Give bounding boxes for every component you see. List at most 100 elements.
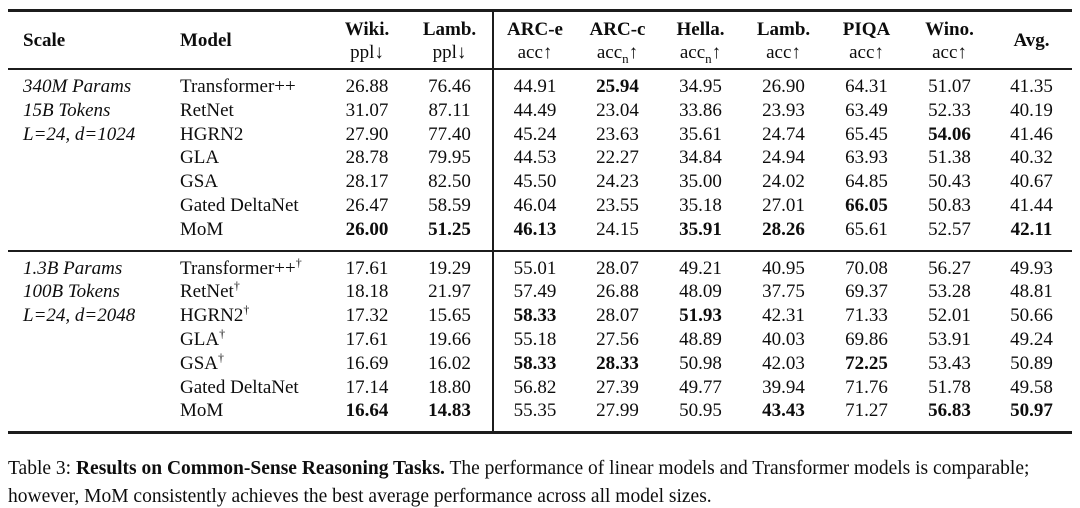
value-cell: 24.94 bbox=[762, 147, 805, 169]
value-cell: 40.32 bbox=[1010, 147, 1053, 169]
value-cell: 49.21 bbox=[679, 257, 722, 279]
value-cell: 50.89 bbox=[1010, 352, 1053, 374]
metric-subscript: n bbox=[622, 50, 629, 66]
value-cell: 16.64 bbox=[345, 400, 389, 422]
value-cell: 23.93 bbox=[762, 99, 805, 121]
column-header-lambada-ppl: Lamb. ppl↓ bbox=[407, 11, 493, 70]
dagger-mark: † bbox=[233, 279, 240, 294]
value-cell: 42.03 bbox=[762, 352, 805, 374]
value-cell: 51.93 bbox=[679, 305, 722, 327]
value-cell: 65.61 bbox=[845, 218, 888, 240]
value-cell: 23.63 bbox=[596, 123, 639, 145]
value-cell: 69.37 bbox=[845, 281, 888, 303]
value-cell: 17.61 bbox=[345, 328, 389, 350]
scale-block: 340M Params 15B Tokens L=24, d=1024 Transfo… bbox=[8, 69, 1072, 251]
value-cell: 28.17 bbox=[345, 171, 389, 193]
model-name: RetNet bbox=[180, 99, 234, 121]
value-cell: 52.01 bbox=[928, 305, 971, 327]
model-name: HGRN2† bbox=[180, 302, 250, 327]
model-name: Transformer++ bbox=[180, 76, 296, 97]
scale-line: L=24, d=2048 bbox=[23, 305, 136, 327]
value-cell: 71.33 bbox=[845, 305, 888, 327]
value-cell: 50.95 bbox=[679, 400, 722, 422]
table-row: HGRN2 27.90 77.40 45.24 23.63 35.61 24.74 65.45… bbox=[8, 122, 1072, 147]
value-cell: 45.24 bbox=[492, 122, 576, 147]
metric-arrow: ↑ bbox=[874, 42, 884, 63]
column-header-arc-c: ARC-c accn↑ bbox=[576, 11, 659, 70]
results-table: Scale Model Wiki. ppl↓ Lamb. ppl↓ ARC-e … bbox=[8, 9, 1072, 435]
value-cell: 48.81 bbox=[1010, 281, 1053, 303]
metric-arrow: ↑ bbox=[791, 42, 801, 63]
value-cell: 49.77 bbox=[679, 376, 722, 398]
value-cell: 18.18 bbox=[345, 281, 389, 303]
value-cell: 70.08 bbox=[845, 257, 888, 279]
table-row: GSA 28.17 82.50 45.50 24.23 35.00 24.02 64.85 50… bbox=[8, 170, 1072, 194]
value-cell: 55.35 bbox=[492, 399, 576, 433]
value-cell: 56.83 bbox=[928, 400, 971, 422]
metric-label: acc bbox=[849, 42, 875, 63]
value-cell: 37.75 bbox=[762, 281, 805, 303]
value-cell: 35.91 bbox=[679, 218, 722, 240]
table-row: MoM 16.64 14.83 55.35 27.99 50.95 43.43 71.27 56… bbox=[8, 399, 1072, 433]
table-row: MoM 26.00 51.25 46.13 24.15 35.91 28.26 65.61 52… bbox=[8, 217, 1072, 251]
table-row: HGRN2† 17.32 15.65 58.33 28.07 51.93 42.31 71.3… bbox=[8, 304, 1072, 328]
value-cell: 56.27 bbox=[928, 257, 971, 279]
metric-arrow: ↑ bbox=[957, 42, 967, 63]
value-cell: 69.86 bbox=[845, 328, 888, 350]
column-title: Wino. bbox=[925, 19, 974, 40]
metric-arrow: ↑ bbox=[628, 42, 639, 63]
table-header: Scale Model Wiki. ppl↓ Lamb. ppl↓ ARC-e … bbox=[8, 10, 1072, 70]
metric-arrow: ↓ bbox=[456, 42, 467, 63]
model-name: GSA† bbox=[180, 350, 225, 374]
value-cell: 22.27 bbox=[596, 147, 639, 169]
dagger-mark: † bbox=[243, 302, 250, 317]
caption-label: Table 3: bbox=[8, 458, 76, 480]
value-cell: 17.61 bbox=[345, 257, 389, 279]
value-cell: 76.46 bbox=[428, 76, 471, 97]
value-cell: 40.19 bbox=[1010, 99, 1053, 121]
column-header-arc-e: ARC-e acc↑ bbox=[492, 10, 576, 69]
table-caption: Table 3: Results on Common-Sense Reasoni… bbox=[8, 455, 1072, 508]
metric-label: acc bbox=[596, 42, 623, 63]
value-cell: 87.11 bbox=[428, 99, 471, 121]
value-cell: 63.93 bbox=[845, 147, 888, 169]
value-cell: 23.55 bbox=[596, 194, 639, 216]
value-cell: 49.24 bbox=[1010, 328, 1053, 350]
value-cell: 64.85 bbox=[845, 171, 888, 193]
column-title: Lamb. bbox=[422, 19, 477, 40]
column-title: Avg. bbox=[1013, 29, 1050, 51]
model-name: GLA bbox=[180, 147, 220, 169]
value-cell: 41.46 bbox=[1010, 123, 1053, 145]
column-title: ARC-e bbox=[507, 19, 563, 40]
value-cell: 53.28 bbox=[928, 281, 971, 303]
value-cell: 53.91 bbox=[928, 328, 971, 350]
scale-line: 340M Params bbox=[23, 76, 132, 97]
value-cell: 19.29 bbox=[428, 257, 471, 279]
value-cell: 72.25 bbox=[845, 352, 888, 374]
column-title: Wiki. bbox=[344, 19, 390, 40]
value-cell: 16.69 bbox=[345, 352, 389, 374]
value-cell: 58.59 bbox=[428, 194, 471, 216]
value-cell: 53.43 bbox=[928, 352, 971, 374]
scale-block: 1.3B Params 100B Tokens L=24, d=2048 Transf… bbox=[8, 250, 1072, 433]
value-cell: 64.31 bbox=[845, 76, 888, 97]
column-metric: acc↑ bbox=[494, 42, 576, 63]
model-name: Gated DeltaNet bbox=[180, 194, 299, 216]
table-row: GLA† 17.61 19.66 55.18 27.56 48.89 40.03 69.86 5… bbox=[8, 328, 1072, 352]
value-cell: 45.50 bbox=[492, 170, 576, 194]
value-cell: 42.11 bbox=[1010, 218, 1053, 240]
model-name: RetNet† bbox=[180, 279, 240, 303]
scale-cell: 340M Params 15B Tokens L=24, d=1024 bbox=[8, 69, 174, 251]
value-cell: 50.98 bbox=[679, 352, 722, 374]
value-cell: 27.99 bbox=[596, 400, 639, 422]
model-name: GSA bbox=[180, 171, 219, 193]
value-cell: 50.43 bbox=[928, 171, 971, 193]
value-cell: 24.15 bbox=[596, 218, 639, 240]
table-row: Gated DeltaNet 17.14 18.80 56.82 27.39 49.77 3… bbox=[8, 375, 1072, 400]
value-cell: 35.61 bbox=[679, 123, 722, 145]
column-metric: accn↑ bbox=[659, 42, 742, 65]
column-metric: ppl↓ bbox=[327, 42, 407, 63]
value-cell: 82.50 bbox=[428, 171, 471, 193]
column-title: Scale bbox=[23, 29, 66, 51]
value-cell: 26.47 bbox=[345, 194, 389, 216]
